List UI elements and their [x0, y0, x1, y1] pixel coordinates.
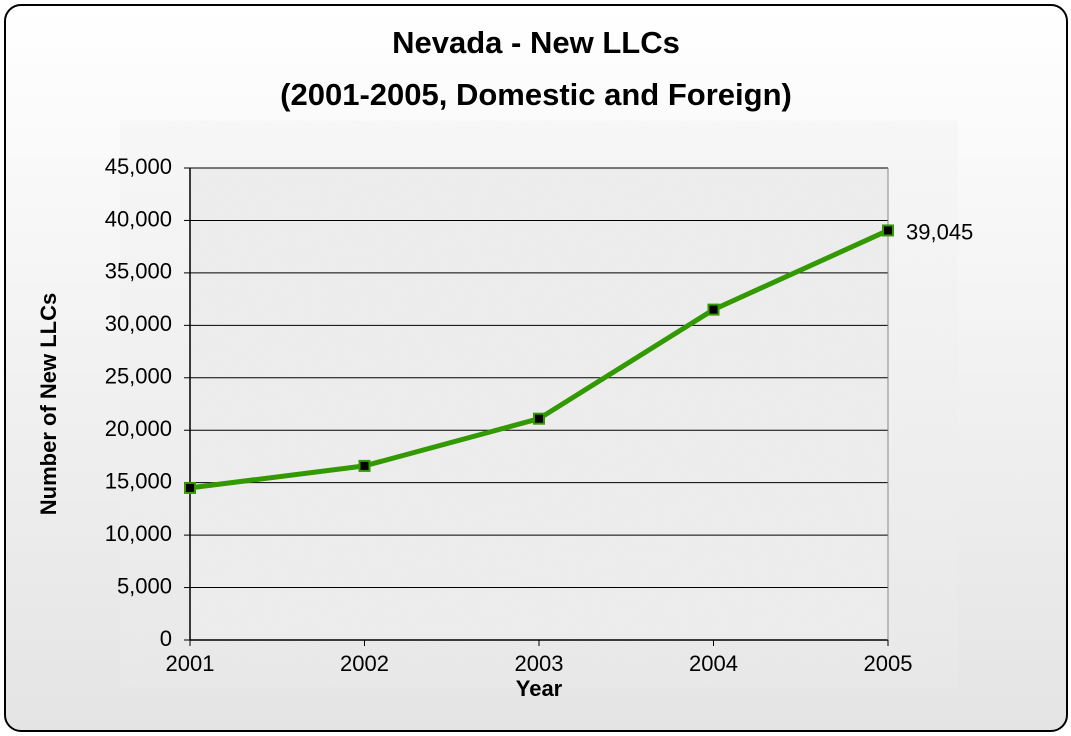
chart-title: Nevada - New LLCs: [392, 25, 680, 60]
chart-subtitle: (2001-2005, Domestic and Foreign): [280, 77, 792, 112]
x-tick-label: 2001: [166, 651, 215, 676]
y-tick-label: 10,000: [105, 521, 172, 546]
x-tick-label: 2003: [515, 651, 564, 676]
marker: [707, 303, 720, 316]
plot-texture: [190, 168, 888, 640]
marker: [184, 481, 196, 494]
y-tick-label: 5,000: [117, 573, 172, 598]
marker: [358, 459, 371, 472]
x-axis-title: Year: [516, 676, 563, 701]
marker: [882, 224, 894, 237]
y-tick-label: 45,000: [105, 154, 172, 179]
marker: [533, 412, 545, 425]
y-axis-title: Number of New LLCs: [36, 293, 61, 515]
y-tick-label: 40,000: [105, 206, 172, 231]
x-tick-label: 2004: [689, 651, 738, 676]
y-tick-label: 0: [160, 626, 172, 651]
y-tick-label: 20,000: [105, 416, 172, 441]
y-tick-label: 35,000: [105, 259, 172, 284]
data-label: 39,045: [906, 219, 973, 244]
y-tick-label: 25,000: [105, 364, 172, 389]
y-tick-label: 15,000: [105, 468, 172, 493]
x-tick-label: 2005: [864, 651, 913, 676]
x-tick-label: 2002: [340, 651, 389, 676]
y-tick-label: 30,000: [105, 311, 172, 336]
